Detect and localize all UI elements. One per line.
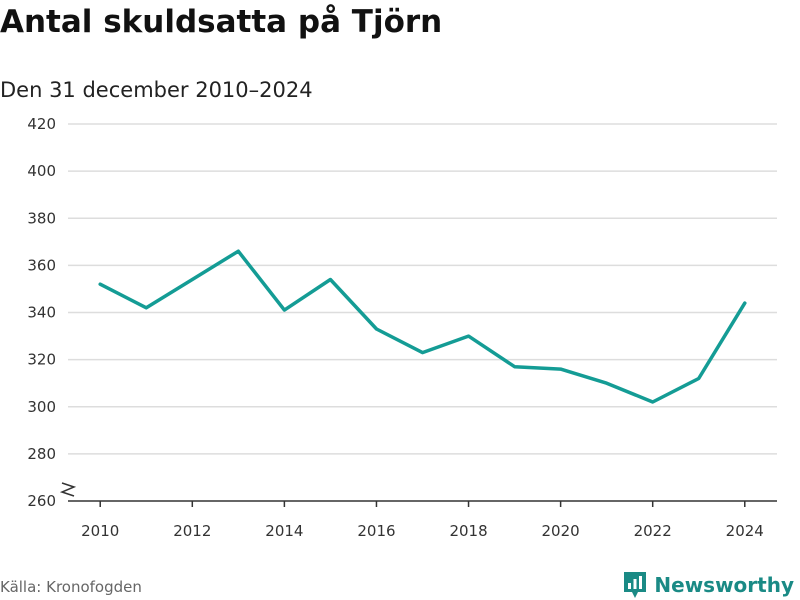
- y-tick-label-340: 340: [27, 304, 56, 322]
- brand-logo: Newsworthy: [622, 570, 794, 600]
- y-tick-label-380: 380: [27, 209, 56, 227]
- x-axis: 2010 2012 2014 2016 2018 2020 2022 2024: [59, 482, 777, 540]
- x-tick-label-2024: 2024: [726, 522, 764, 540]
- source-note: Källa: Kronofogden: [0, 578, 142, 596]
- y-axis-ticks: 260 280 300 320 340 360 380 400 420: [27, 115, 56, 510]
- x-tick-label-2018: 2018: [449, 522, 487, 540]
- y-tick-label-320: 320: [27, 351, 56, 369]
- x-tick-label-2012: 2012: [173, 522, 211, 540]
- chart-title: Antal skuldsatta på Tjörn: [0, 4, 443, 40]
- y-tick-label-280: 280: [27, 445, 56, 463]
- x-tick-label-2014: 2014: [265, 522, 303, 540]
- y-tick-label-420: 420: [27, 115, 56, 133]
- x-tick-label-2022: 2022: [634, 522, 672, 540]
- x-tick-label-2020: 2020: [542, 522, 580, 540]
- brand-name: Newsworthy: [654, 573, 794, 597]
- x-tick-label-2010: 2010: [81, 522, 119, 540]
- series-line-0: [98, 249, 747, 404]
- line-chart: 260 280 300 320 340 360 380 400 420 2010 2012 2014…: [27, 115, 777, 540]
- newsworthy-logo-icon: [624, 572, 647, 598]
- chart-subtitle: Den 31 december 2010–2024: [0, 78, 313, 102]
- axis-break-icon: [59, 482, 77, 497]
- y-tick-label-300: 300: [27, 398, 56, 416]
- y-tick-label-360: 360: [27, 256, 56, 274]
- y-tick-label-260: 260: [27, 492, 56, 510]
- x-tick-label-2016: 2016: [357, 522, 395, 540]
- series-group: [98, 249, 747, 404]
- y-tick-label-400: 400: [27, 162, 56, 180]
- grid-lines: [68, 123, 777, 455]
